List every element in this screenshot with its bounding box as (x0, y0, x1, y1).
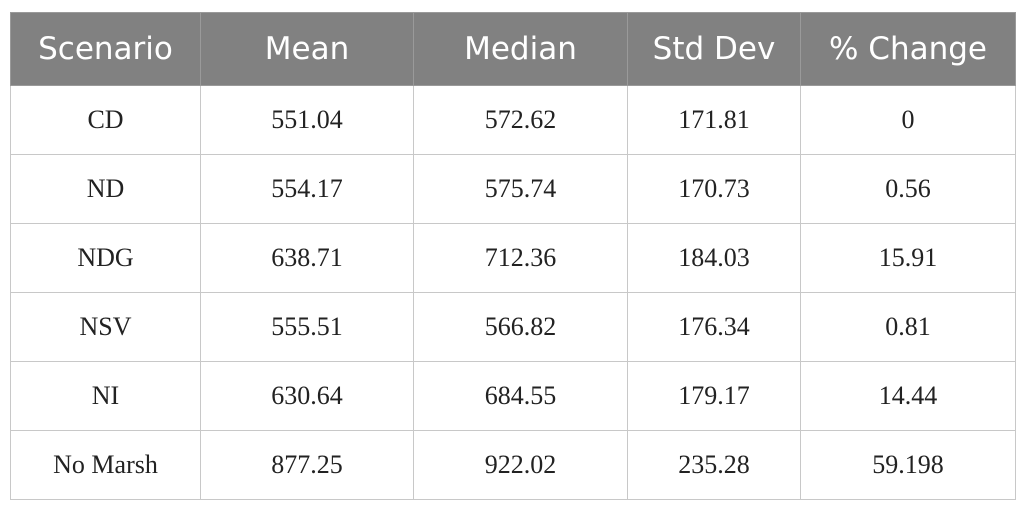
table-cell: CD (10, 85, 201, 155)
table-cell: 638.71 (200, 223, 414, 293)
table-cell: 179.17 (627, 361, 801, 431)
table-row: ND 554.17 575.74 170.73 0.56 (10, 154, 1016, 224)
table-cell: 170.73 (627, 154, 801, 224)
results-table: Scenario Mean Median Std Dev% Change CD 551.… (10, 12, 1016, 500)
table-cell: NDG (10, 223, 201, 293)
table-cell: 630.64 (200, 361, 414, 431)
table-row: CD 551.04 572.62 171.81 0 (10, 85, 1016, 155)
table-body: CD 551.04 572.62 171.81 0 ND 554.17 575.74 170.7… (10, 85, 1016, 500)
table-cell: 575.74 (413, 154, 628, 224)
table-cell: 171.81 (627, 85, 801, 155)
table-cell: 555.51 (200, 292, 414, 362)
table-row: NDG 638.71 712.36 184.03 15.91 (10, 223, 1016, 293)
table-cell: 877.25 (200, 430, 414, 500)
header-cell: Median (413, 12, 628, 86)
table-cell: 0.81 (800, 292, 1016, 362)
header-cell: % Change (800, 12, 1016, 86)
table-cell: 551.04 (200, 85, 414, 155)
table-row: No Marsh 877.25 922.02 235.28 59.198 (10, 430, 1016, 500)
table-cell: 566.82 (413, 292, 628, 362)
table-cell: 572.62 (413, 85, 628, 155)
table-cell: 684.55 (413, 361, 628, 431)
table-cell: 59.198 (800, 430, 1016, 500)
table-cell: ND (10, 154, 201, 224)
table-row: NI 630.64 684.55 179.17 14.44 (10, 361, 1016, 431)
header-cell: Mean (200, 12, 414, 86)
table-cell: 922.02 (413, 430, 628, 500)
table-cell: 15.91 (800, 223, 1016, 293)
table-cell: 0.56 (800, 154, 1016, 224)
table-cell: 0 (800, 85, 1016, 155)
table-cell: No Marsh (10, 430, 201, 500)
header-cell: Std Dev (627, 12, 801, 86)
table-cell: 554.17 (200, 154, 414, 224)
table-cell: NI (10, 361, 201, 431)
table-cell: 184.03 (627, 223, 801, 293)
table-row: NSV 555.51 566.82 176.34 0.81 (10, 292, 1016, 362)
table-cell: 712.36 (413, 223, 628, 293)
table-cell: 176.34 (627, 292, 801, 362)
table-cell: NSV (10, 292, 201, 362)
table-cell: 235.28 (627, 430, 801, 500)
header-cell: Scenario (10, 12, 201, 86)
table-cell: 14.44 (800, 361, 1016, 431)
header-row: Scenario Mean Median Std Dev% Change (10, 12, 1016, 86)
